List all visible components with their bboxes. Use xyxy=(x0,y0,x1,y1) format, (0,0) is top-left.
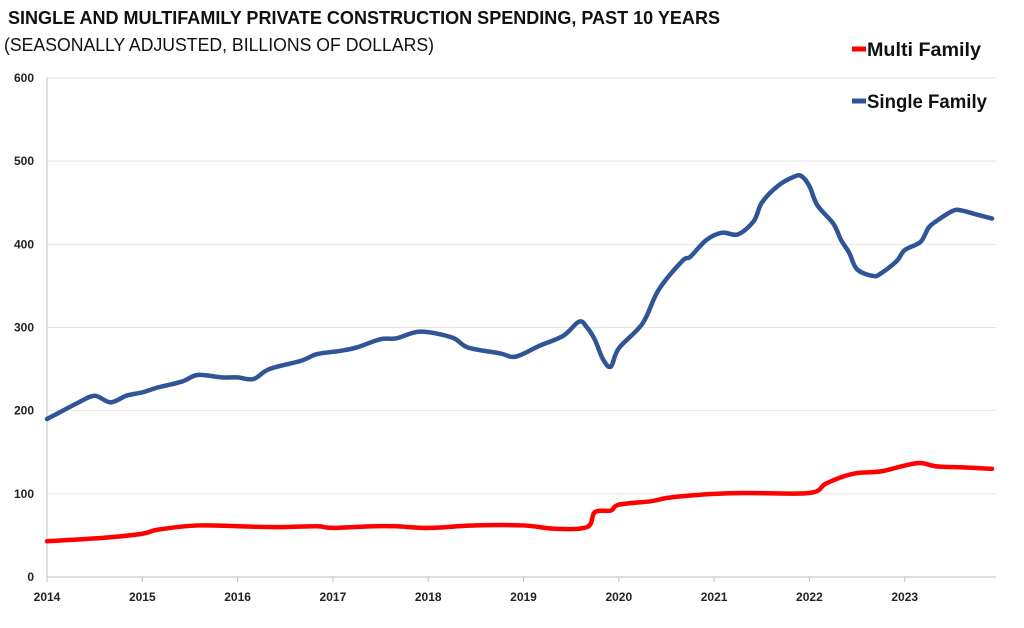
x-tick-label: 2015 xyxy=(129,590,156,604)
legend-label-single-family: Single Family xyxy=(867,92,987,113)
y-tick-label: 600 xyxy=(14,71,34,85)
y-tick-label: 100 xyxy=(14,487,34,501)
x-tick-label: 2018 xyxy=(415,590,442,604)
x-tick-label: 2021 xyxy=(701,590,728,604)
x-tick-label: 2022 xyxy=(796,590,823,604)
series-line-single-family xyxy=(44,173,995,422)
x-tick-label: 2016 xyxy=(224,590,251,604)
series-lines xyxy=(44,173,995,544)
legend-item-multi-family: Multi Family xyxy=(852,40,981,61)
y-tick-label: 200 xyxy=(14,404,34,418)
y-tick-label: 400 xyxy=(14,237,34,251)
y-axis: 0 100 200 300 400 500 600 xyxy=(14,71,48,584)
legend: Multi Family Single Family xyxy=(852,40,987,113)
x-tick-label: 2023 xyxy=(891,590,918,604)
y-tick-label: 300 xyxy=(14,321,34,335)
y-tick-label: 0 xyxy=(27,570,34,584)
chart-title: SINGLE AND MULTIFAMILY PRIVATE CONSTRUCT… xyxy=(8,8,720,28)
x-tick-label: 2017 xyxy=(320,590,347,604)
series-line-multi-family xyxy=(44,460,995,544)
x-tick-label: 2019 xyxy=(510,590,537,604)
chart-subtitle: (SEASONALLY ADJUSTED, BILLIONS OF DOLLAR… xyxy=(4,35,434,55)
legend-item-single-family: Single Family xyxy=(852,92,987,113)
gridlines xyxy=(47,77,996,495)
x-axis: 2014 2015 2016 2017 2018 2019 2020 2021 2022 2023 xyxy=(34,576,996,604)
x-tick-label: 2014 xyxy=(34,590,61,604)
y-tick-label: 500 xyxy=(14,154,34,168)
legend-label-multi-family: Multi Family xyxy=(867,40,981,61)
x-tick-label: 2020 xyxy=(605,590,632,604)
